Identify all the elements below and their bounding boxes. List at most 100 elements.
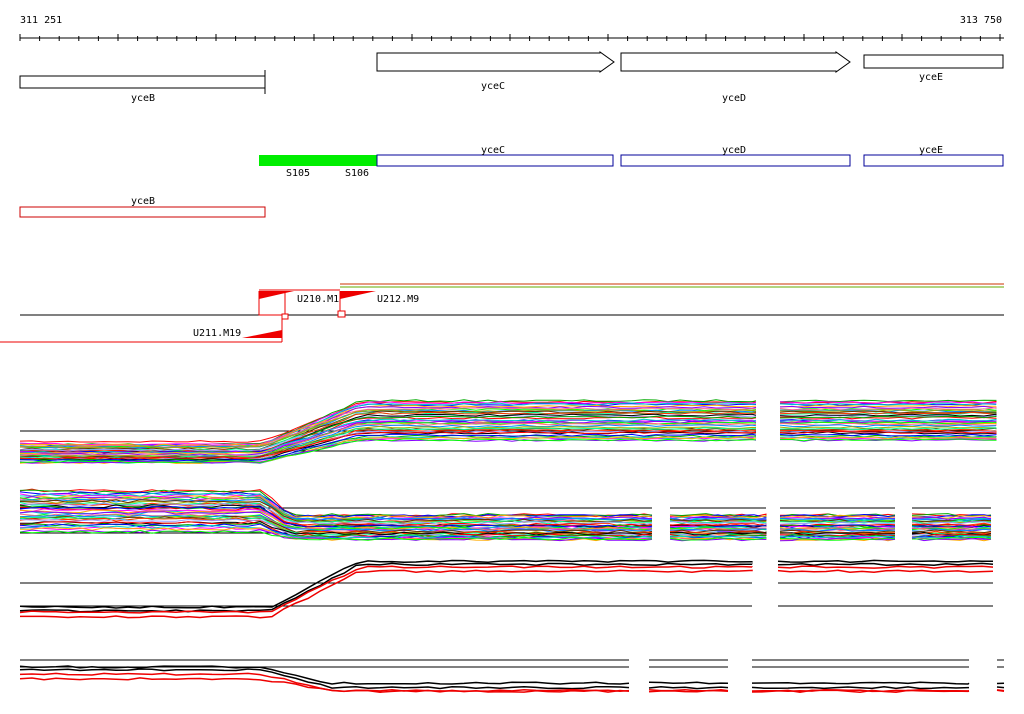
gene-box[interactable]	[19, 75, 266, 89]
gene-arrow[interactable]	[376, 51, 615, 73]
expression-series-line	[779, 533, 896, 537]
expression-series-line	[19, 428, 757, 460]
expression-series-line	[669, 523, 767, 527]
expression-series-line	[19, 414, 757, 452]
expression-series-line	[19, 402, 757, 448]
region-label-s105: S105	[286, 168, 310, 179]
expression-series-line	[19, 562, 753, 613]
gene-label: yceE	[919, 72, 943, 83]
transcript-yceC[interactable]	[376, 154, 614, 167]
ruler-ticks	[19, 34, 1001, 41]
transcript-label: yceE	[919, 145, 943, 156]
probe-u212[interactable]: U212.M9	[337, 291, 419, 318]
expression-series-line	[19, 502, 653, 526]
probe-marker[interactable]	[242, 330, 282, 338]
expression-track-4	[19, 659, 1005, 693]
expression-series-line	[19, 677, 630, 693]
expression-series-line	[996, 689, 1005, 692]
expression-series-line	[779, 524, 896, 528]
expression-series-line	[779, 532, 896, 536]
expression-series-line	[779, 528, 896, 532]
expression-series-line	[20, 520, 653, 536]
expression-series-line	[669, 518, 767, 523]
probe-u211[interactable]: U211.M19	[193, 315, 283, 342]
expression-series-line	[779, 405, 997, 409]
expression-series-line	[669, 527, 767, 532]
expression-series-line	[19, 559, 753, 609]
antisense-gene-yceB[interactable]	[19, 206, 266, 218]
probe-label: U210.M1	[297, 294, 339, 305]
expression-series-line	[911, 523, 992, 527]
region-bar[interactable]	[259, 155, 377, 166]
probe-marker[interactable]	[340, 291, 376, 299]
expression-series-line	[669, 514, 767, 519]
ruler-start-label: 311 251	[20, 15, 62, 26]
expression-series-line	[911, 527, 992, 531]
expression-series-line	[779, 433, 997, 437]
expression-series-line	[20, 438, 757, 464]
expression-series-line	[19, 565, 753, 614]
gene-label: yceC	[481, 81, 505, 92]
antisense-gene-track: yceB	[19, 196, 266, 218]
expression-series-line	[19, 491, 653, 518]
sense-gene-track: yceB yceC yceD yceE	[19, 51, 1004, 104]
gene-label: yceB	[131, 93, 155, 104]
expression-series-line	[911, 537, 992, 542]
expression-series-line	[19, 409, 757, 449]
expression-series-line	[780, 438, 997, 442]
expression-series-line	[779, 436, 997, 440]
expression-series-line	[669, 531, 767, 536]
expression-series-line	[648, 685, 729, 690]
expression-track-3	[19, 559, 994, 619]
expression-series-line	[19, 668, 630, 690]
gene-yceD[interactable]: yceD	[620, 51, 851, 104]
expression-series-line	[20, 424, 757, 458]
gene-yceE[interactable]: yceE	[863, 54, 1004, 83]
region-label-s106: S106	[345, 168, 369, 179]
expression-series-line	[780, 404, 997, 408]
probe-u210[interactable]: U210.M1	[258, 291, 339, 320]
expression-series-line	[779, 416, 997, 420]
gene-yceC[interactable]: yceC	[376, 51, 615, 92]
expression-series-line	[779, 413, 997, 417]
transcript-yceE[interactable]	[863, 154, 1004, 167]
probe-anchor	[337, 310, 346, 318]
expression-series-line	[19, 529, 653, 541]
expression-series-line	[779, 409, 997, 413]
expression-series-line	[911, 514, 992, 518]
expression-series-line	[777, 562, 994, 567]
gene-box[interactable]	[863, 54, 1004, 69]
expression-series-line	[669, 517, 767, 521]
gene-yceB[interactable]: yceB	[19, 70, 266, 104]
expression-series-line	[779, 399, 997, 403]
expression-series-line	[648, 681, 729, 685]
ruler-end-label: 313 750	[960, 15, 1002, 26]
expression-series-line	[779, 513, 896, 518]
expression-series-line	[779, 537, 896, 541]
expression-series-line	[669, 535, 767, 538]
coordinate-ruler: 311 251 313 750	[19, 15, 1004, 41]
expression-series-line	[19, 506, 653, 527]
expression-series-line	[751, 689, 970, 693]
expression-series-line	[19, 498, 653, 522]
expression-series-line	[19, 489, 653, 517]
expression-series-line	[779, 410, 997, 414]
antisense-gene-label: yceB	[131, 196, 155, 207]
probe-marker[interactable]	[259, 291, 294, 299]
expression-series-line	[19, 510, 653, 530]
expression-series-line	[779, 411, 997, 415]
gene-arrow[interactable]	[620, 51, 851, 73]
expression-series-line	[911, 516, 992, 521]
expression-series-line	[648, 689, 729, 693]
gene-label: yceD	[722, 93, 746, 104]
transcript-yceD[interactable]	[620, 154, 851, 167]
expression-track-2	[19, 488, 992, 542]
expression-series-line	[19, 405, 757, 449]
transcript-label: yceC	[481, 145, 505, 156]
expression-series-line	[779, 415, 997, 419]
expression-series-line	[669, 537, 767, 541]
probe-label: U211.M19	[193, 328, 241, 339]
probe-connector	[258, 291, 286, 316]
expression-series-line	[20, 569, 753, 619]
